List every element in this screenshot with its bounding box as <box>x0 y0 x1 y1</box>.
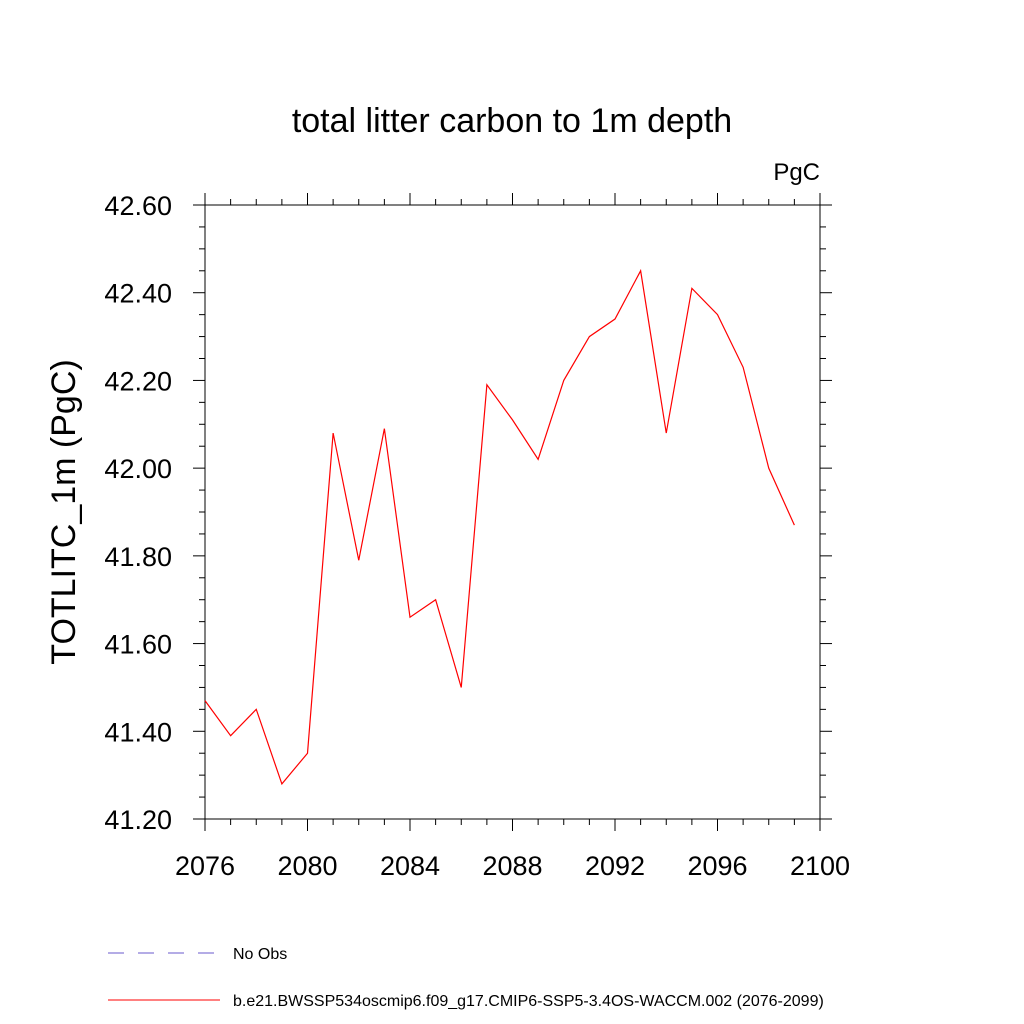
plot-frame <box>204 204 821 820</box>
units-label: PgC <box>773 159 820 186</box>
legend: No Obs b.e21.BWSSP534oscmip6.f09_g17.CMIP… <box>108 946 824 1010</box>
series-line <box>204 268 795 786</box>
x-tick-label: 2084 <box>380 851 440 881</box>
x-tick-label: 2092 <box>585 851 645 881</box>
y-tick-label: 41.80 <box>104 542 172 572</box>
y-tick-label: 42.20 <box>104 366 172 396</box>
y-tick-label: 42.00 <box>104 454 172 484</box>
y-tick-label: 41.40 <box>104 717 172 747</box>
y-tick-label: 41.20 <box>104 805 172 835</box>
y-tick-label: 41.60 <box>104 630 172 660</box>
x-tick-label: 2088 <box>482 851 542 881</box>
x-tick-label: 2096 <box>687 851 747 881</box>
y-tick-label: 42.60 <box>104 191 172 221</box>
x-tick-label: 2076 <box>175 851 235 881</box>
y-axis-label: TOTLITC_1m (PgC) <box>45 359 83 664</box>
y-tick-label: 42.40 <box>104 279 172 309</box>
x-tick-label: 2100 <box>790 851 850 881</box>
legend-label: No Obs <box>233 946 287 963</box>
x-tick-label: 2080 <box>277 851 337 881</box>
legend-label: b.e21.BWSSP534oscmip6.f09_g17.CMIP6-SSP5… <box>233 993 824 1010</box>
plot-area: 41.20 41.40 41.60 41.80 42.00 42.20 42.40 42.60… <box>104 191 850 881</box>
chart-title: total litter carbon to 1m depth <box>292 102 732 140</box>
